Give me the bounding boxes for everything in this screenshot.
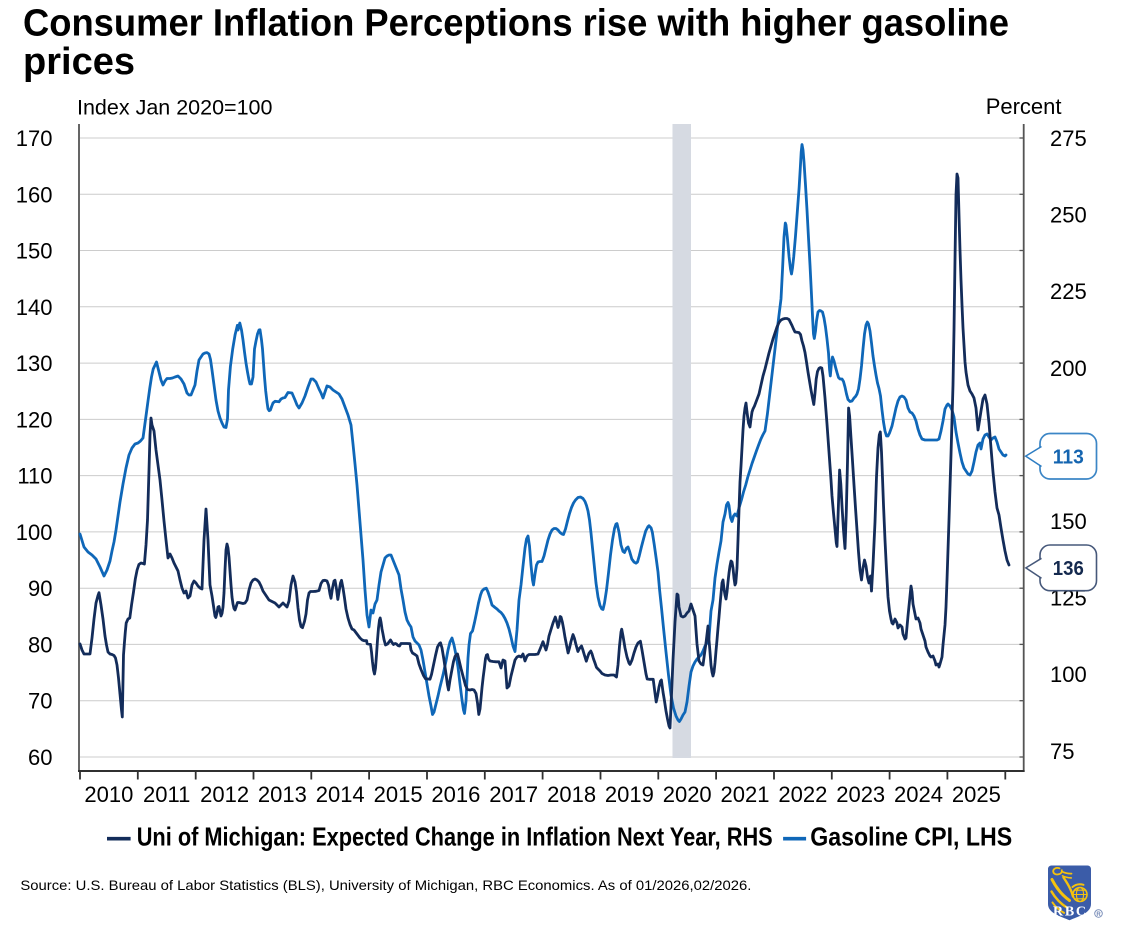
svg-text:140: 140 xyxy=(16,295,53,320)
svg-text:Consumer Inflation Perceptions: Consumer Inflation Perceptions rise with… xyxy=(23,3,1009,45)
svg-text:200: 200 xyxy=(1050,356,1087,381)
svg-text:2021: 2021 xyxy=(721,782,770,807)
svg-text:225: 225 xyxy=(1050,279,1087,304)
svg-text:80: 80 xyxy=(28,632,52,657)
svg-text:Gasoline CPI, LHS: Gasoline CPI, LHS xyxy=(810,822,1012,852)
svg-text:160: 160 xyxy=(16,182,53,207)
svg-text:prices: prices xyxy=(23,41,135,83)
svg-text:75: 75 xyxy=(1050,739,1074,764)
svg-text:Source: U.S. Bureau of Labor S: Source: U.S. Bureau of Labor Statistics … xyxy=(20,877,751,893)
svg-text:R: R xyxy=(1096,912,1101,918)
svg-text:Uni of Michigan: Expected Chan: Uni of Michigan: Expected Change in Infl… xyxy=(137,822,773,852)
svg-text:2014: 2014 xyxy=(316,782,365,807)
svg-text:2019: 2019 xyxy=(605,782,654,807)
svg-text:100: 100 xyxy=(16,520,53,545)
svg-text:2015: 2015 xyxy=(374,782,423,807)
svg-text:2016: 2016 xyxy=(431,782,480,807)
svg-text:275: 275 xyxy=(1050,126,1087,151)
svg-text:2022: 2022 xyxy=(778,782,827,807)
svg-text:2018: 2018 xyxy=(547,782,596,807)
svg-text:120: 120 xyxy=(16,407,53,432)
svg-text:2010: 2010 xyxy=(84,782,133,807)
svg-text:113: 113 xyxy=(1053,446,1084,469)
svg-text:110: 110 xyxy=(17,464,52,489)
svg-text:2023: 2023 xyxy=(836,782,885,807)
svg-text:150: 150 xyxy=(16,239,53,264)
svg-text:RBC: RBC xyxy=(1053,905,1086,920)
svg-text:136: 136 xyxy=(1053,557,1084,580)
svg-text:130: 130 xyxy=(16,351,53,376)
svg-text:2011: 2011 xyxy=(143,782,190,807)
svg-text:70: 70 xyxy=(28,689,52,714)
svg-text:90: 90 xyxy=(28,576,52,601)
svg-text:Index Jan 2020=100: Index Jan 2020=100 xyxy=(77,96,273,120)
svg-text:2020: 2020 xyxy=(663,782,712,807)
svg-text:250: 250 xyxy=(1050,203,1087,228)
svg-text:2025: 2025 xyxy=(952,782,1001,807)
svg-text:2013: 2013 xyxy=(258,782,307,807)
svg-text:100: 100 xyxy=(1050,662,1087,687)
svg-text:2024: 2024 xyxy=(894,782,943,807)
svg-text:2012: 2012 xyxy=(200,782,249,807)
svg-text:60: 60 xyxy=(28,745,52,770)
svg-text:Percent: Percent xyxy=(986,94,1062,119)
svg-text:2017: 2017 xyxy=(489,782,538,807)
svg-text:150: 150 xyxy=(1050,509,1087,534)
svg-text:170: 170 xyxy=(16,126,53,151)
